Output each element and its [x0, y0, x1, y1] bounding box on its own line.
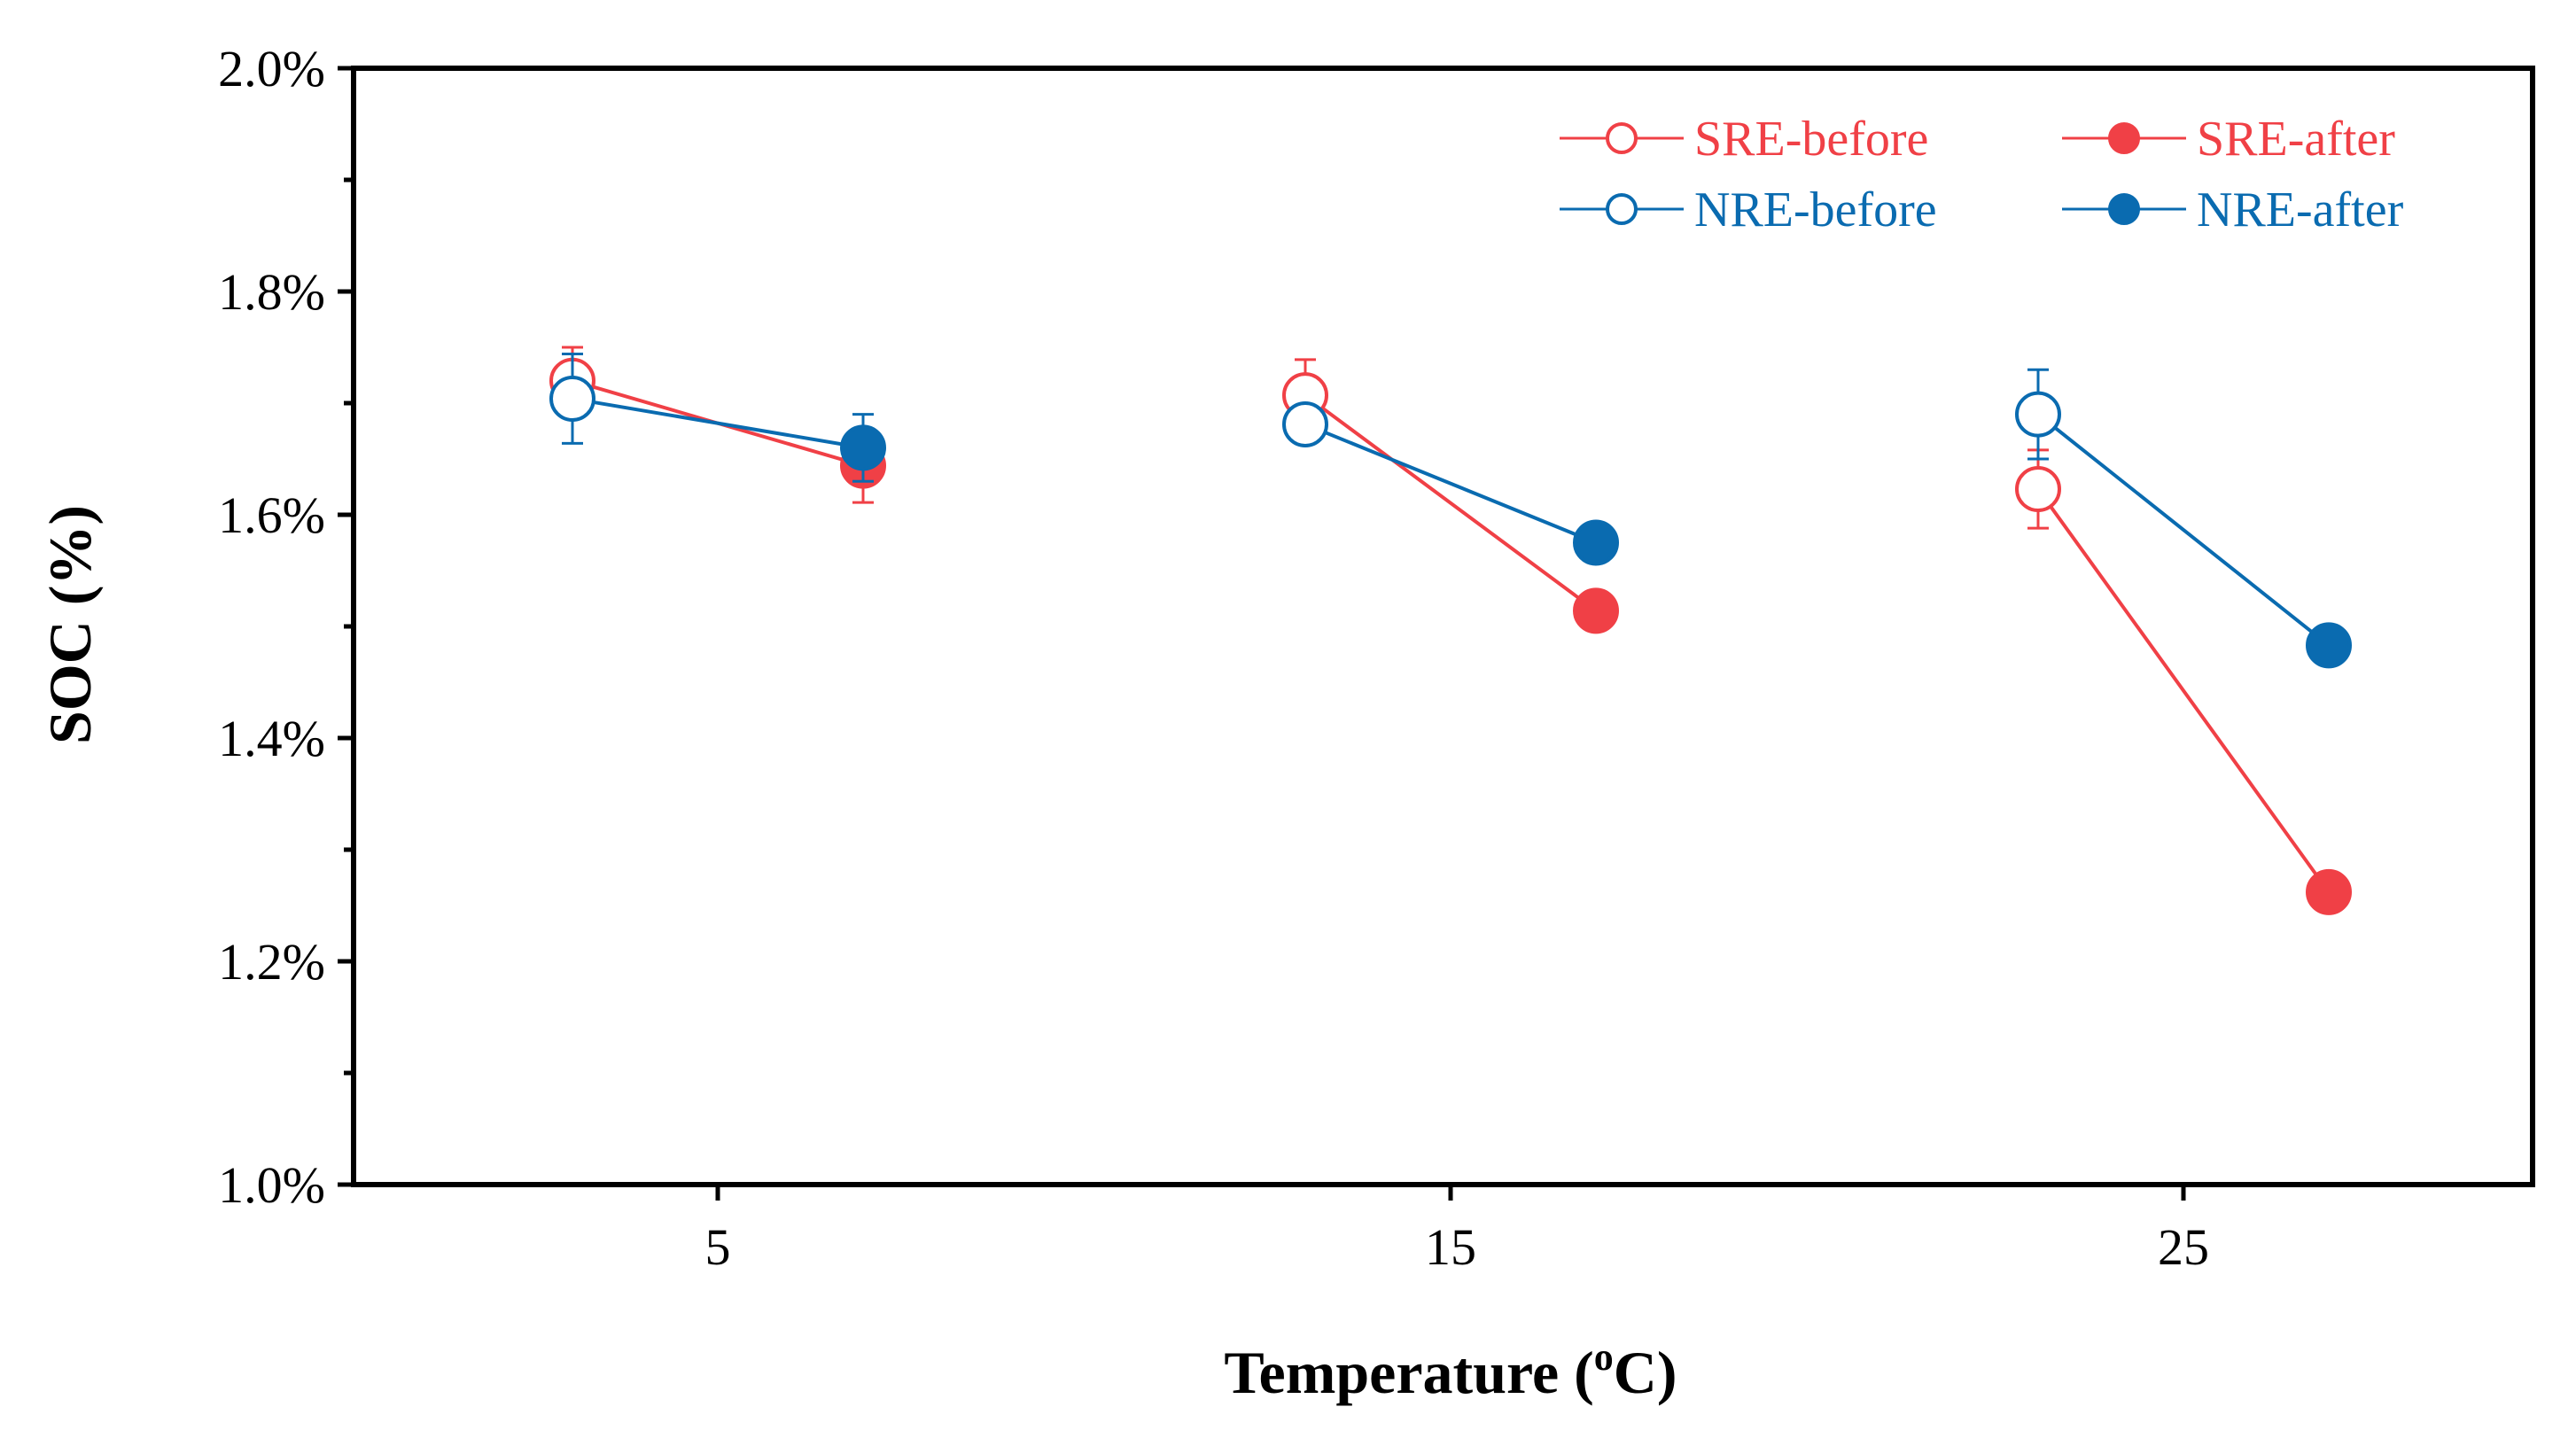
legend-label-sre-after: SRE-after [2197, 112, 2395, 167]
series-layer [549, 346, 2352, 915]
legend-marker-sre-after [2108, 122, 2140, 154]
y-tick-label: 1.0% [218, 1156, 325, 1214]
y-tick-label: 1.4% [218, 710, 325, 767]
legend-label-nre-after: NRE-after [2197, 183, 2404, 237]
data-point-nre-after [840, 424, 886, 471]
x-axis-title-tail: C) [1614, 1339, 1677, 1406]
legend: SRE-before SRE-after NRE-before NRE-after [1560, 112, 2404, 237]
data-point-sre-after [1573, 587, 1619, 634]
data-point-sre-before [2015, 466, 2061, 513]
data-point-sre-after [2306, 868, 2352, 915]
x-axis-title-main: Temperature ( [1224, 1339, 1593, 1406]
x-tick-label: 5 [705, 1218, 731, 1276]
x-tick-label: 15 [1425, 1218, 1476, 1276]
y-tick-label: 1.8% [218, 263, 325, 321]
data-point-nre-before [2015, 391, 2061, 438]
series-connector-sre [2036, 487, 2331, 894]
y-tick-label: 2.0% [218, 40, 325, 97]
axis-ticks: 1.0% 1.2% 1.4% 1.6% 1.8% 2.0% 5 15 25 [218, 40, 2209, 1276]
x-tick-label: 25 [2158, 1218, 2209, 1276]
x-axis-title: Temperature (oC) [1224, 1335, 1677, 1406]
data-point-nre-after [2306, 622, 2352, 669]
x-axis-title-sup: o [1594, 1335, 1614, 1379]
y-axis-title: SOC (%) [36, 505, 104, 744]
data-point-nre-before [1282, 400, 1328, 447]
series-connector-sre [1304, 393, 1598, 612]
y-tick-label: 1.6% [218, 486, 325, 544]
legend-marker-sre-before [1606, 122, 1638, 154]
series-connector-nre [1304, 423, 1597, 545]
series-connector-nre [572, 396, 864, 450]
y-tick-label: 1.2% [218, 933, 325, 991]
data-point-nre-after [1573, 519, 1619, 566]
legend-label-sre-before: SRE-before [1694, 112, 1928, 167]
legend-marker-nre-before [1606, 193, 1638, 225]
legend-label-nre-before: NRE-before [1694, 183, 1937, 237]
series-connector-nre [2036, 413, 2331, 647]
legend-marker-nre-after [2108, 193, 2140, 225]
data-point-nre-before [549, 375, 595, 422]
